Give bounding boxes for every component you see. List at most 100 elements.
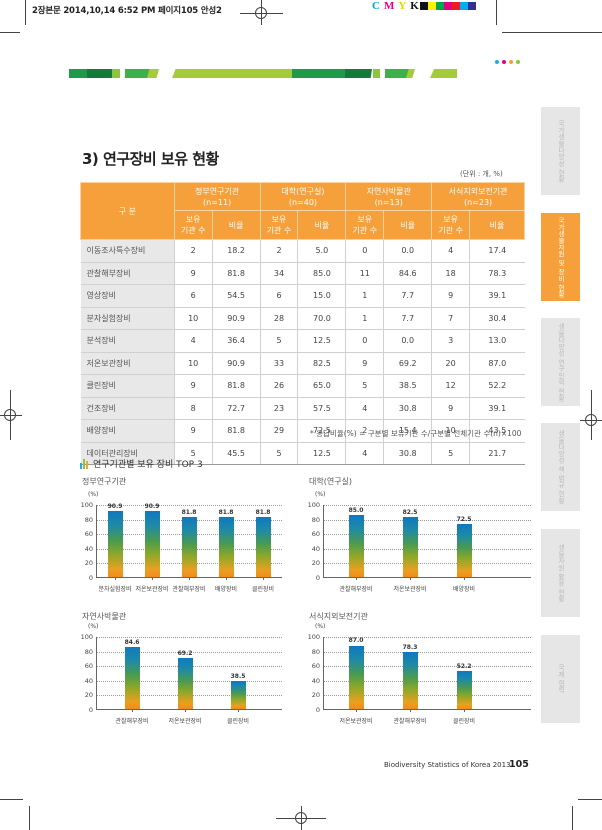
y-tick-label: 100 (307, 501, 320, 509)
cell-count: 12 (431, 374, 470, 398)
cell-count: 5 (259, 329, 298, 353)
cell-ratio: 78.3 (469, 262, 525, 285)
x-tick (226, 577, 227, 580)
cell-count: 10 (431, 419, 470, 443)
y-tick-label: 40 (84, 676, 93, 685)
cell-ratio: 54.5 (211, 284, 261, 308)
row-label: 이동조사특수장비 (80, 239, 175, 263)
cell-ratio: 5.0 (297, 239, 346, 263)
crop-mark-br-v (572, 806, 573, 830)
side-tab-6[interactable]: 국제 협력 (541, 635, 580, 723)
row-label: 분자실험장비 (80, 307, 175, 330)
cell-ratio: 81.8 (211, 374, 261, 398)
table-row: 데이터관리장비 5 45.5 5 12.5 4 30.8 5 21.7 (80, 442, 525, 465)
cell-ratio: 30.8 (383, 442, 432, 465)
y-tick-label: 80 (311, 647, 320, 656)
gridline (324, 548, 531, 550)
x-tick (263, 577, 264, 580)
bar (456, 524, 472, 577)
plot-area: 85.0 관찰해부장비 82.5 저온보관장비 72.5 배양장비 (323, 505, 531, 593)
sub-header-ratio: 비율 (383, 210, 433, 240)
y-tick-label: 0 (88, 574, 93, 582)
bar-value-label: 85.0 (348, 506, 364, 514)
gridline (97, 651, 282, 653)
page-number: 105 (509, 759, 529, 770)
bar-value-label: 38.5 (230, 672, 246, 680)
cell-ratio: 69.2 (383, 352, 432, 375)
cell-ratio: 36.4 (211, 329, 261, 353)
cell-count: 5 (173, 442, 213, 465)
side-tab-label: 국가생물다양성 현황 (556, 119, 565, 183)
x-tick (115, 577, 116, 580)
cell-count: 2 (345, 419, 384, 443)
bar-value-label: 87.0 (348, 637, 364, 645)
gridline (97, 505, 282, 506)
x-category-label: 배양장비 (214, 586, 238, 593)
cell-ratio: 90.9 (211, 352, 261, 375)
cell-count: 10 (173, 352, 213, 375)
cell-ratio: 15.0 (297, 284, 346, 308)
bar-value-label: 84.6 (124, 639, 140, 647)
y-tick-label: 80 (311, 515, 320, 524)
registration-mark-icon (255, 7, 267, 19)
cell-count: 8 (173, 397, 213, 420)
row-label: 클린장비 (80, 374, 175, 398)
crop-mark-br-h (578, 799, 602, 800)
bar (124, 647, 140, 709)
bar-value-label: 81.8 (255, 509, 271, 517)
bar-value-label: 72.5 (456, 516, 472, 524)
cell-ratio: 12.5 (297, 329, 346, 353)
cell-ratio: 0.0 (383, 239, 432, 263)
bar (255, 517, 271, 577)
cell-ratio: 17.4 (469, 239, 525, 263)
cell-count: 23 (259, 397, 298, 420)
y-tick-label: 60 (84, 530, 93, 539)
table-footnote: * 응답비율(%) = 구분별 보유기관 수/구분별 전체기관 수(n)×100 (310, 429, 522, 438)
bar (107, 510, 123, 577)
table-row: 클린장비 9 81.8 26 65.0 5 38.5 12 52.2 (80, 374, 525, 398)
row-label: 데이터관리장비 (80, 442, 175, 465)
cmyk-letter-m: M (383, 0, 395, 12)
y-axis-unit: (%) (88, 491, 99, 498)
unit-label: (단위 : 개, %) (460, 170, 503, 178)
cmyk-letter-y: Y (398, 0, 407, 12)
cell-count: 1 (345, 307, 384, 330)
sub-header-count: 보유 기관 수 (345, 210, 385, 240)
cell-ratio: 15.4 (383, 419, 432, 443)
cell-count: 6 (173, 284, 213, 308)
cell-ratio: 84.6 (383, 262, 432, 285)
x-category-label: 저온보관장비 (339, 718, 373, 725)
cell-count: 2 (173, 239, 213, 263)
side-tab-3[interactable]: 생물다양성 연구인력 현황 (541, 318, 580, 406)
y-tick-label: 40 (311, 676, 320, 685)
dot-green-icon (516, 60, 520, 64)
cell-count: 4 (173, 329, 213, 353)
row-label: 분석장비 (80, 329, 175, 353)
cell-count: 0 (345, 329, 384, 353)
plot-area: 87.0 저온보관장비 78.3 관찰해부장비 52.2 클린장비 (323, 637, 531, 725)
y-tick-label: 20 (311, 559, 320, 568)
side-tab-2-active[interactable]: 국가생물자원 및 장비 현황 (541, 213, 580, 301)
side-tab-4[interactable]: 생물다양성 책·법규 현황 (541, 423, 580, 511)
cell-count: 26 (259, 374, 298, 398)
charts-section-title: 연구기관별 보유 장비 TOP 3 (80, 457, 203, 470)
swatch-red (451, 2, 460, 10)
cell-count: 9 (173, 374, 213, 398)
bar-value-label: 78.3 (402, 643, 418, 651)
cell-ratio: 39.1 (469, 284, 525, 308)
cell-count: 9 (173, 262, 213, 285)
cell-ratio: 7.7 (383, 284, 432, 308)
x-category-label: 분자실험장비 (98, 586, 132, 593)
side-tab-1[interactable]: 국가생물다양성 현황 (541, 107, 580, 195)
cell-ratio: 45.5 (211, 442, 261, 465)
side-tab-5[interactable]: 생물자원 활용 현황 (541, 529, 580, 617)
cell-count: 6 (259, 284, 298, 308)
header-banner (69, 69, 457, 78)
table-row: 건조장비 8 72.7 23 57.5 4 30.8 9 39.1 (80, 397, 525, 420)
x-tick (356, 709, 357, 712)
table-row: 이동조사특수장비 2 18.2 2 5.0 0 0.0 4 17.4 (80, 239, 525, 263)
cell-count: 2 (259, 239, 298, 263)
gridline (324, 680, 531, 682)
y-axis-unit: (%) (88, 623, 99, 630)
gridline (324, 695, 531, 697)
